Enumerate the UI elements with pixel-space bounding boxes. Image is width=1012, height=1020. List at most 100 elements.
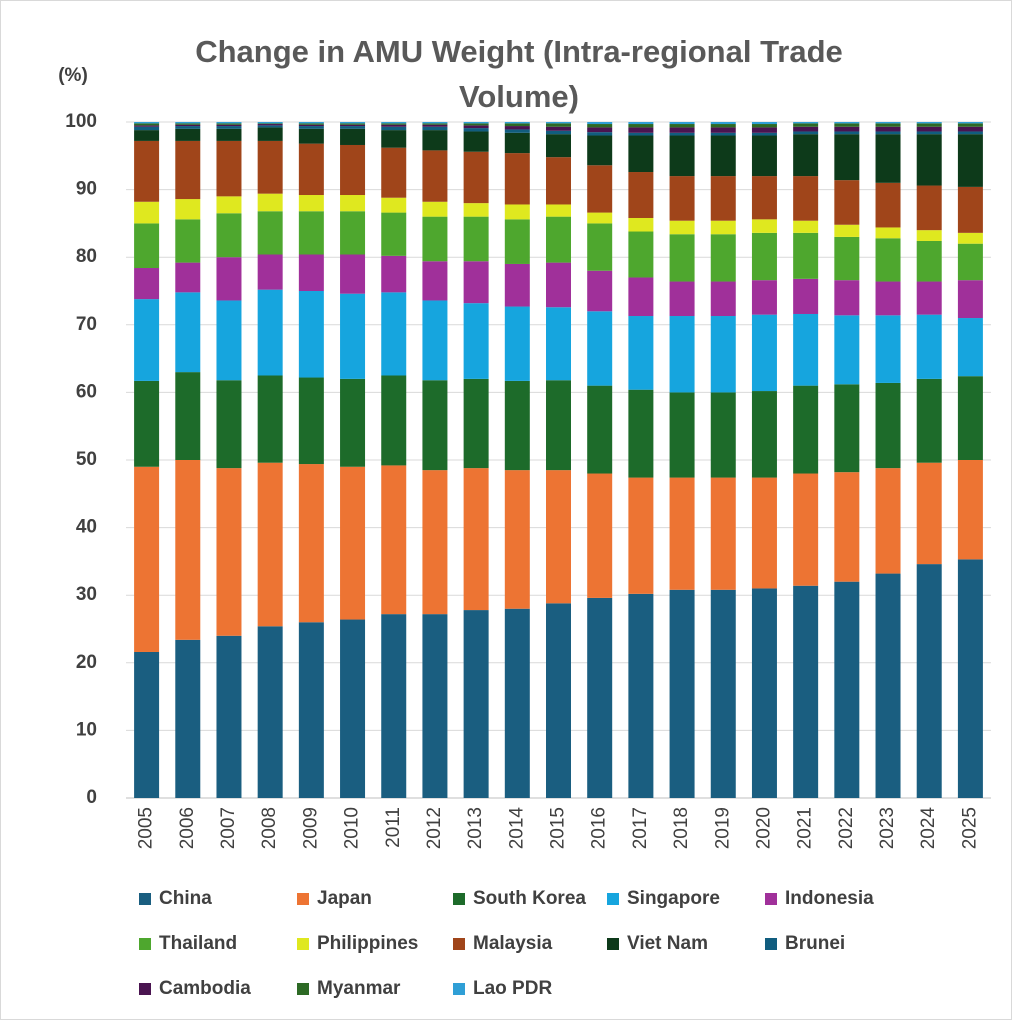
bar-segment xyxy=(134,651,160,798)
bar-segment xyxy=(216,257,242,301)
bar-segment xyxy=(834,384,860,473)
bar-segment xyxy=(504,129,530,133)
bar-segment xyxy=(216,196,242,214)
bar-segment xyxy=(257,211,283,255)
bar-segment xyxy=(216,300,242,381)
bar-segment xyxy=(587,127,613,133)
bar-segment xyxy=(669,477,695,590)
bar-segment xyxy=(669,127,695,133)
legend-swatch xyxy=(297,893,309,905)
x-tick-label: 2013 xyxy=(465,807,486,849)
bar-segment xyxy=(257,124,283,126)
bar-segment xyxy=(875,382,901,469)
bar-segment xyxy=(669,124,695,128)
bar-segment xyxy=(793,385,819,474)
bar-segment xyxy=(546,126,571,131)
bar-segment xyxy=(669,392,695,478)
bar-segment xyxy=(422,124,448,127)
bar-segment xyxy=(175,126,201,129)
bar-segment xyxy=(875,573,901,798)
bar-segment xyxy=(916,122,942,124)
bar-segment xyxy=(669,234,695,282)
x-tick-label: 2007 xyxy=(218,807,239,849)
bar-segment xyxy=(957,232,983,244)
bar-segment xyxy=(916,462,942,565)
bar-segment xyxy=(134,466,160,652)
bar-segment xyxy=(587,223,613,271)
bar-segment xyxy=(710,176,736,221)
bar-segment xyxy=(340,254,366,294)
bar-segment xyxy=(834,131,860,135)
bar-segment xyxy=(916,314,942,379)
bar-segment xyxy=(298,195,324,212)
bar-segment xyxy=(793,585,819,798)
bar-segment xyxy=(463,131,489,152)
x-tick-label: 2022 xyxy=(836,807,857,849)
bar-segment xyxy=(257,122,283,124)
bar-segment xyxy=(793,176,819,221)
legend-swatch xyxy=(453,893,465,905)
bar-segment xyxy=(628,135,654,173)
bar-segment xyxy=(957,318,983,377)
bar-segment xyxy=(298,211,324,255)
bar-segment xyxy=(751,122,777,125)
bar-segment xyxy=(751,219,777,233)
bar-segment xyxy=(463,128,489,132)
bar-segment xyxy=(546,262,571,308)
bar-segment xyxy=(710,316,736,393)
bar-segment xyxy=(381,375,407,466)
bar-segment xyxy=(875,126,901,132)
bar-segment xyxy=(957,280,983,319)
bar-segment xyxy=(751,132,777,136)
legend-swatch xyxy=(139,893,151,905)
legend-swatch xyxy=(765,893,777,905)
bar-segment xyxy=(504,123,530,127)
bar-segment xyxy=(340,144,366,196)
legend-swatch xyxy=(453,983,465,995)
bar-segment xyxy=(587,135,613,166)
bar-segment xyxy=(710,132,736,136)
bar-segment xyxy=(587,132,613,136)
bar-segment xyxy=(710,477,736,590)
bar-segment xyxy=(751,314,777,392)
bar-segment xyxy=(422,126,448,131)
bar-segment xyxy=(751,176,777,220)
bar-segment xyxy=(710,127,736,133)
bar-segment xyxy=(587,597,613,798)
bar-segment xyxy=(298,122,324,124)
bar-segment xyxy=(628,316,654,390)
x-tick-label: 2012 xyxy=(424,807,445,849)
legend-label: Lao PDR xyxy=(473,978,552,999)
bar-segment xyxy=(546,307,571,381)
bar-segment xyxy=(422,261,448,301)
bar-segment xyxy=(957,460,983,560)
legend-swatch xyxy=(607,938,619,950)
legend-label: Singapore xyxy=(627,888,720,909)
chart-title: Change in AMU Weight (Intra-regional Tra… xyxy=(195,34,843,114)
bar-segment xyxy=(175,219,201,263)
bar-segment xyxy=(834,280,860,316)
bar-segment xyxy=(504,470,530,609)
bar-segment xyxy=(422,201,448,217)
bar-segment xyxy=(916,281,942,315)
x-tick-label: 2008 xyxy=(259,807,280,849)
x-tick-label: 2015 xyxy=(548,807,569,849)
y-tick-label: 10 xyxy=(76,719,97,740)
bar-segment xyxy=(628,231,654,278)
bar-segment xyxy=(628,127,654,133)
bar-segment xyxy=(134,130,160,141)
y-tick-label: 100 xyxy=(65,111,97,132)
x-tick-label: 2009 xyxy=(300,807,321,849)
bar-segment xyxy=(751,124,777,128)
bar-segment xyxy=(916,564,942,798)
bar-segment xyxy=(875,238,901,282)
legend-label: Cambodia xyxy=(159,978,251,999)
bar-segment xyxy=(134,299,160,381)
bar-segment xyxy=(381,122,407,124)
x-tick-label: 2021 xyxy=(795,807,816,849)
bar-segment xyxy=(793,220,819,233)
bar-segment xyxy=(381,123,407,125)
bar-segment xyxy=(298,254,324,291)
bar-segment xyxy=(175,124,201,127)
